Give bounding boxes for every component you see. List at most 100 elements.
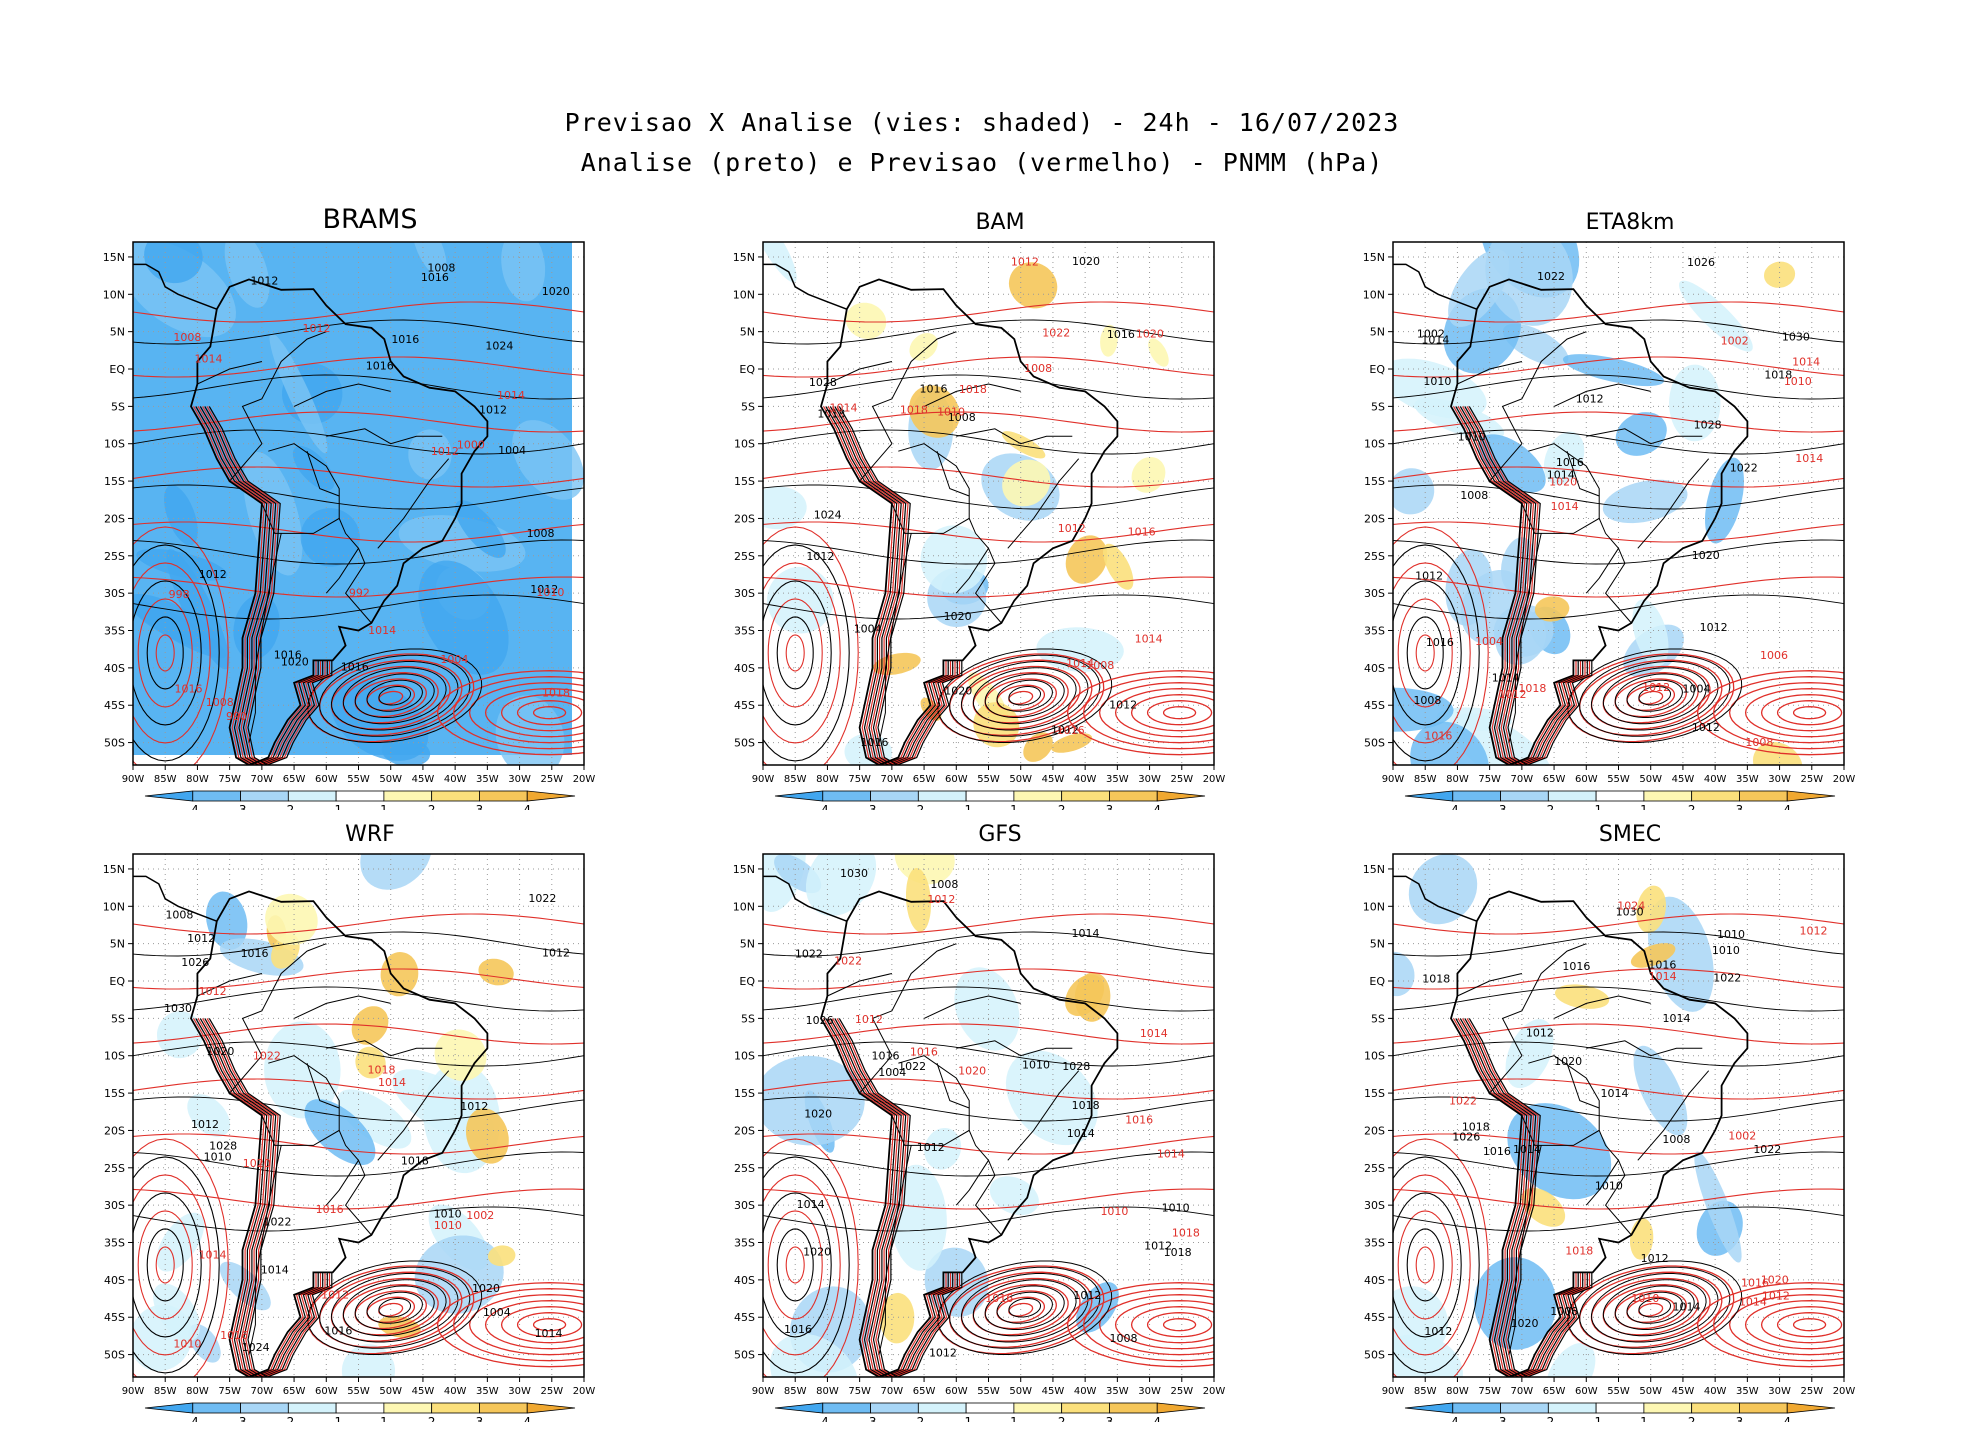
- lon-label: 85W: [784, 1386, 807, 1397]
- lat-label: 45S: [104, 699, 125, 712]
- coastline-central-america: [763, 263, 848, 310]
- lat-label: 25S: [734, 550, 755, 563]
- lon-label: 40W: [1704, 1386, 1727, 1397]
- contour: [763, 544, 850, 762]
- analysis-label: 1028: [1062, 1060, 1090, 1073]
- bias-shading: [478, 958, 514, 986]
- forecast-label: 1014: [368, 624, 396, 637]
- lat-label: 15N: [103, 251, 125, 264]
- colorbar-label: 2: [428, 803, 436, 810]
- forecast-contour: [1760, 1306, 1844, 1344]
- colorbar-segment: [1547, 790, 1597, 802]
- forecast-label: 1018: [1565, 1245, 1593, 1258]
- contour: [1406, 616, 1444, 690]
- colorbar-segment: [383, 1402, 433, 1414]
- lon-label: 30W: [1138, 1386, 1161, 1397]
- bias-shading: [1100, 324, 1118, 357]
- colorbar-label: -4: [1447, 1415, 1459, 1422]
- colorbar-segment: [1109, 1402, 1158, 1414]
- andes-contour: [1466, 1018, 1591, 1377]
- analysis-contour: [1393, 986, 1844, 1012]
- colorbar-segment: [1643, 790, 1693, 802]
- lat-label: 5N: [110, 326, 125, 339]
- bias-shading: [872, 652, 921, 675]
- map-plot: 1008101210161020102410121016101610121004…: [103, 241, 595, 817]
- andes-contour: [838, 1018, 963, 1377]
- lon-label: 65W: [283, 1386, 306, 1397]
- country-border: [878, 1145, 912, 1355]
- colorbar-segment: [1013, 790, 1063, 802]
- lon-label: 20W: [1203, 774, 1226, 785]
- contour: [1393, 1138, 1489, 1377]
- forecast-contour: [1728, 1294, 1844, 1356]
- colorbar-segment: [1109, 790, 1158, 802]
- forecast-contour: [500, 694, 584, 732]
- lat-label: 35S: [734, 1237, 755, 1250]
- forecast-contour: [133, 466, 584, 488]
- andes-contour: [1462, 406, 1586, 765]
- colorbar-segment: [240, 790, 289, 802]
- forecast-label: 1004: [1475, 635, 1503, 648]
- analysis-label: 1010: [1022, 1059, 1050, 1072]
- lon-label: 85W: [1414, 1386, 1437, 1397]
- bias-shading: [264, 1021, 341, 1119]
- forecast-contour: [133, 521, 584, 543]
- forecast-label: 1010: [1631, 1292, 1659, 1305]
- analysis-contour: [763, 594, 1214, 620]
- analysis-label: 1012: [1073, 1289, 1101, 1302]
- colorbar-segment: [870, 1402, 919, 1414]
- forecast-contour: [133, 301, 584, 323]
- contour: [1397, 1210, 1453, 1320]
- lon-label: 85W: [1414, 774, 1437, 785]
- forecast-contour: [516, 700, 583, 726]
- panel-smec: SMEC 1012 1014 1008 1010 1012 1014 1016 1018 102…: [1330, 822, 1930, 1429]
- country-border: [1586, 1040, 1703, 1057]
- bias-shading: [954, 967, 1020, 1051]
- analysis-label: 1018: [1072, 1099, 1100, 1112]
- analysis-label: 1014: [1513, 1143, 1541, 1156]
- analysis-label: 1012: [1526, 1026, 1554, 1039]
- colorbar-segment: [240, 1402, 289, 1414]
- forecast-contour: [1760, 694, 1844, 732]
- bias-shading: [292, 445, 335, 491]
- analysis-label: 1018: [401, 1154, 429, 1167]
- analysis-label: 1008: [427, 261, 455, 274]
- bias-shading: [845, 302, 887, 339]
- analysis-label: 1008: [1662, 1133, 1690, 1146]
- lat-label: 5N: [110, 938, 125, 951]
- country-border: [1553, 383, 1651, 407]
- andes-contour: [204, 1018, 328, 1377]
- lon-label: 70W: [881, 1386, 904, 1397]
- lon-label: 70W: [251, 774, 274, 785]
- forecast-label: 1014: [198, 1248, 226, 1261]
- lon-label: 90W: [1382, 1386, 1405, 1397]
- country-border: [1528, 443, 1600, 519]
- colorbar-label: 2: [1058, 1415, 1066, 1422]
- lat-label: 50S: [1364, 1349, 1385, 1362]
- lat-label: 45S: [104, 1311, 125, 1324]
- country-border: [936, 451, 970, 497]
- forecast-contour: [1393, 576, 1844, 598]
- lon-label: 60W: [1575, 774, 1598, 785]
- colorbar-segment: [479, 1402, 528, 1414]
- lat-label: EQ: [739, 363, 755, 376]
- forecast-label: 1016: [1128, 526, 1156, 539]
- contour: [763, 562, 841, 744]
- analysis-label: 1012: [191, 1118, 219, 1131]
- analysis-contour: [1590, 661, 1719, 731]
- colorbar-arrow-left: [1404, 790, 1454, 802]
- analysis-label: 1020: [944, 684, 972, 697]
- analysis-label: 1010: [1458, 431, 1486, 444]
- country-border: [1585, 1160, 1619, 1206]
- andes-contour: [202, 406, 326, 765]
- lon-label: 25W: [540, 1386, 563, 1397]
- contour: [133, 544, 220, 762]
- analysis-label: 1026: [1452, 1131, 1480, 1144]
- country-border: [1457, 361, 1523, 385]
- analysis-contour: [1579, 654, 1731, 737]
- contour: [133, 1174, 211, 1356]
- forecast-contour: [1162, 706, 1197, 720]
- colorbar-segment: [1500, 1402, 1549, 1414]
- bias-shading: [1008, 262, 1058, 309]
- forecast-contour: [763, 466, 1214, 488]
